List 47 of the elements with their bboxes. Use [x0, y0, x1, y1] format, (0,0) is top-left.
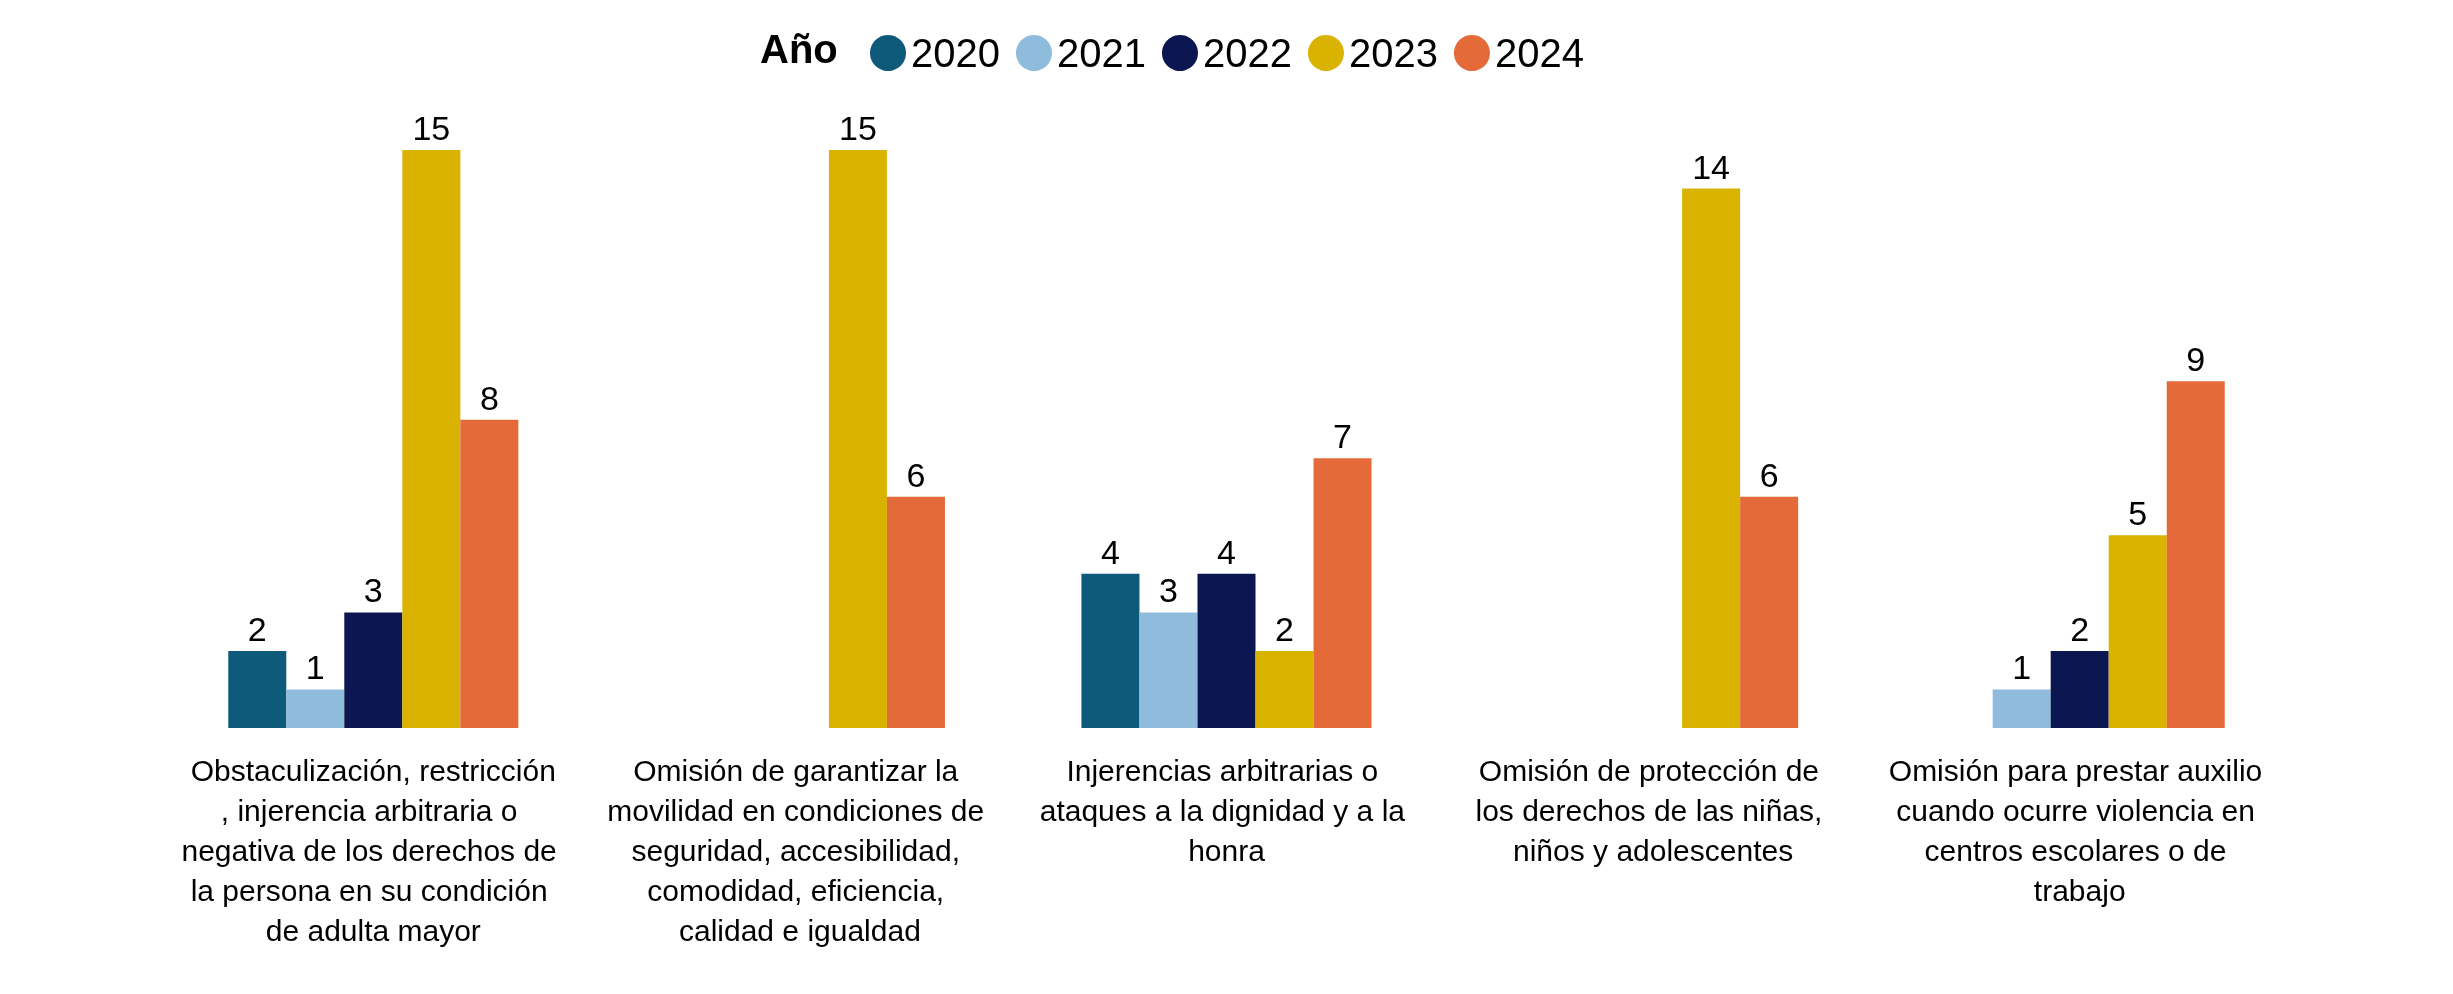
data-label: 6 — [906, 455, 926, 494]
data-label: 9 — [2186, 340, 2206, 379]
bar — [828, 150, 887, 728]
data-label: 2 — [247, 609, 267, 648]
legend-label: 2021 — [1056, 31, 1146, 75]
data-label: 3 — [363, 571, 383, 610]
bar — [2166, 381, 2225, 728]
data-label: 2 — [2070, 609, 2090, 648]
legend-label: 2022 — [1202, 31, 1292, 75]
bar — [1139, 612, 1198, 728]
bar — [344, 612, 403, 728]
x-tick-label: Omisión para prestar auxilio cuando ocurre violencia en centros escolares o de trabajo — [1888, 753, 2271, 907]
bar — [2108, 535, 2167, 728]
data-label: 15 — [412, 109, 451, 147]
data-label: 6 — [1759, 455, 1779, 494]
bar — [1197, 573, 1256, 728]
data-label: 4 — [1217, 532, 1236, 571]
legend-label: 2024 — [1494, 31, 1584, 75]
data-label: 3 — [1159, 571, 1178, 610]
data-label: 7 — [1333, 417, 1352, 456]
data-label: 1 — [305, 648, 325, 687]
legend-label: 2020 — [911, 31, 1000, 75]
data-label: 14 — [1692, 147, 1731, 186]
bar — [886, 496, 945, 728]
bar — [1992, 689, 2051, 728]
x-tick-label: Obstaculización, restricción, injerencia arbitraria o negativa de los derechos de la persona en su condición de adulta mayor — [181, 753, 566, 947]
data-label: 15 — [839, 109, 877, 147]
bar — [228, 650, 287, 728]
bar — [1313, 458, 1372, 728]
x-tick-label: Injerencias arbitrarias o ataques a la dignidad y a la honra — [1039, 753, 1414, 867]
bar — [1255, 650, 1314, 728]
bar — [402, 150, 461, 728]
legend-label: 2023 — [1348, 31, 1438, 75]
bar — [1682, 188, 1741, 728]
data-label: 4 — [1101, 532, 1120, 571]
x-tick-label: Omisión de garantizar la movilidad en condiciones de seguridad, accesibilidad, comodidad, eficiencia, calidad e igualdad — [607, 753, 993, 947]
x-tick-label: Omisión de protección de los derechos de las niñas, niños y adolescentes — [1475, 753, 1831, 867]
bar — [1740, 496, 1799, 728]
legend-title: Año — [760, 27, 838, 71]
data-label: 2 — [1275, 609, 1294, 648]
bar — [460, 419, 519, 728]
data-label: 8 — [479, 378, 499, 417]
bar — [2050, 650, 2109, 728]
data-label: 1 — [2012, 648, 2032, 687]
bar — [1081, 573, 1140, 728]
data-label: 5 — [2128, 494, 2148, 533]
bar — [286, 689, 345, 728]
